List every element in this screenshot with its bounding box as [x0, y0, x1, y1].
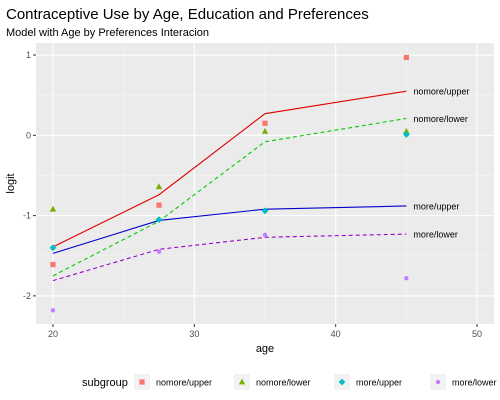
grid-lines — [36, 43, 494, 324]
fit-line — [52, 233, 407, 282]
line-annotation-label: nomore/lower — [413, 114, 468, 124]
x-tick-label: 40 — [331, 329, 341, 339]
data-point — [50, 308, 56, 313]
data-point — [156, 202, 162, 208]
y-tick-label: 0 — [26, 130, 31, 140]
chart-subtitle: Model with Age by Preferences Interacion — [6, 27, 210, 39]
legend-title: subgroup — [82, 377, 128, 389]
data-point — [403, 127, 410, 134]
legend-entry-label: nomore/upper — [156, 378, 212, 388]
legend-key-marker — [338, 378, 346, 386]
x-tick-label: 20 — [48, 329, 58, 339]
fit-lines — [52, 90, 407, 282]
fit-line — [52, 90, 407, 248]
y-tick-label: -2 — [23, 291, 31, 301]
x-tick-label: 50 — [472, 329, 482, 339]
data-point — [262, 232, 268, 238]
fit-line — [52, 117, 407, 277]
line-annotation-label: more/lower — [413, 230, 458, 240]
line-annotation-label: nomore/upper — [413, 87, 469, 97]
legend-key-marker — [139, 379, 145, 385]
data-point — [156, 249, 162, 254]
data-point — [262, 120, 268, 126]
axes: 20 30 40 50 -2 -1 0 1 age logit — [5, 50, 482, 355]
legend: subgroup nomore/upper nomore/lower more/upp… — [82, 374, 497, 390]
x-axis-title: age — [256, 343, 274, 355]
legend-key-marker — [238, 378, 246, 385]
data-point — [402, 131, 410, 138]
y-tick-label: -1 — [23, 211, 31, 221]
y-axis-title: logit — [5, 173, 17, 193]
data-points — [49, 54, 410, 313]
x-tick-label: 30 — [189, 329, 199, 339]
legend-entry-label: more/upper — [356, 378, 402, 388]
chart-title: Contraceptive Use by Age, Education and … — [6, 6, 369, 23]
legend-entry-label: more/lower — [452, 378, 497, 388]
line-annotation-label: more/upper — [413, 201, 459, 211]
y-tick-label: 1 — [26, 50, 31, 60]
legend-key-marker — [435, 379, 441, 385]
line-annotations: nomore/upper nomore/lower more/upper more/l… — [413, 87, 469, 240]
data-point — [155, 216, 163, 224]
data-point — [261, 207, 269, 215]
data-point — [50, 261, 56, 268]
data-point — [403, 54, 409, 61]
data-point — [261, 127, 269, 134]
data-point — [404, 276, 409, 281]
data-point — [155, 183, 163, 190]
data-point — [49, 244, 57, 252]
data-point — [49, 205, 57, 212]
fit-line — [52, 205, 407, 254]
legend-entry-label: nomore/lower — [256, 378, 311, 388]
